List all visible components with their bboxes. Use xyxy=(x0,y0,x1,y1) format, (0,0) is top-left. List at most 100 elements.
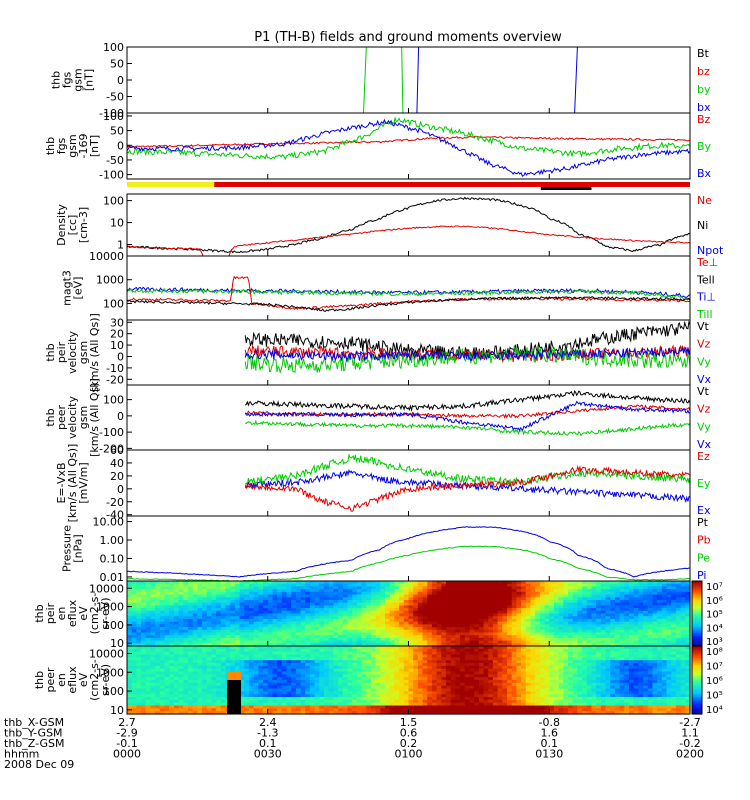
heatmap-cell xyxy=(183,660,189,664)
heatmap-cell xyxy=(403,637,410,642)
heatmap-cell xyxy=(657,627,663,631)
heatmap-cell xyxy=(342,708,349,712)
heatmap-cell xyxy=(572,599,578,604)
heatmap-cell xyxy=(675,581,682,585)
heatmap-cell xyxy=(164,621,170,625)
heatmap-cell xyxy=(403,671,410,675)
heatmap-cell xyxy=(272,591,278,596)
heatmap-cell xyxy=(671,591,677,596)
heatmap-cell xyxy=(469,594,475,598)
heatmap-cell xyxy=(446,597,452,601)
heatmap-cell xyxy=(446,697,452,701)
heatmap-cell xyxy=(258,635,264,639)
heatmap-cell xyxy=(478,581,485,585)
heatmap-cell xyxy=(352,668,358,673)
heatmap-cell xyxy=(342,640,349,644)
heatmap-cell xyxy=(600,637,607,642)
heatmap-cell xyxy=(464,610,471,615)
heatmap-cell xyxy=(314,627,320,631)
heatmap-cell xyxy=(661,602,668,606)
panel-frame xyxy=(126,46,691,114)
heatmap-cell xyxy=(530,643,536,647)
heatmap-cell xyxy=(366,660,372,664)
heatmap-cell xyxy=(187,610,194,615)
heatmap-cell xyxy=(366,629,372,634)
heatmap-cell xyxy=(591,583,597,588)
heatmap-cell xyxy=(568,610,574,615)
heatmap-cell xyxy=(455,599,461,604)
heatmap-cell xyxy=(431,711,438,715)
heatmap-cell xyxy=(436,671,442,675)
heatmap-cell xyxy=(431,627,438,631)
heatmap-cell xyxy=(600,624,607,628)
heatmap-cell xyxy=(164,589,170,593)
heatmap-cell xyxy=(150,613,156,617)
heatmap-cell xyxy=(291,657,297,661)
heatmap-cell xyxy=(530,594,536,598)
heatmap-cell xyxy=(431,708,438,712)
heatmap-cell xyxy=(328,640,335,644)
heatmap-cell xyxy=(638,589,644,593)
heatmap-cell xyxy=(141,665,147,670)
heatmap-cell xyxy=(314,674,320,678)
y-tick-label: 1 xyxy=(117,239,124,252)
heatmap-cell xyxy=(464,627,471,631)
heatmap-cell xyxy=(671,635,677,639)
heatmap-cell xyxy=(464,668,471,673)
heatmap-cell xyxy=(155,708,161,712)
heatmap-cell xyxy=(361,610,367,615)
heatmap-cell xyxy=(394,674,400,678)
heatmap-cell xyxy=(141,702,147,707)
heatmap-cell xyxy=(342,694,349,698)
heatmap-cell xyxy=(431,688,438,692)
heatmap-cell xyxy=(187,635,194,639)
heatmap-cell xyxy=(267,651,274,656)
heatmap-cell xyxy=(291,648,297,653)
heatmap-cell xyxy=(370,632,377,636)
heatmap-cell xyxy=(277,711,283,715)
heatmap-cell xyxy=(403,680,410,684)
heatmap-cell xyxy=(309,621,316,625)
heatmap-cell xyxy=(131,691,137,695)
series-Vy xyxy=(244,345,690,375)
heatmap-cell xyxy=(352,586,358,590)
heatmap-cell xyxy=(169,671,175,675)
heatmap-cell xyxy=(239,581,245,585)
heatmap-cell xyxy=(417,629,424,634)
heatmap-cell xyxy=(324,627,330,631)
heatmap-cell xyxy=(197,621,203,625)
heatmap-cell xyxy=(230,665,236,670)
heatmap-cell xyxy=(441,608,447,612)
heatmap-cell xyxy=(385,680,391,684)
heatmap-cell xyxy=(530,608,536,612)
heatmap-cell xyxy=(324,637,330,642)
heatmap-cell xyxy=(464,654,471,658)
heatmap-cell xyxy=(192,671,198,675)
heatmap-cell xyxy=(356,680,363,684)
heatmap-cell xyxy=(619,610,625,615)
heatmap-cell xyxy=(314,665,320,670)
heatmap-cell xyxy=(220,605,227,609)
heatmap-cell xyxy=(389,657,396,661)
heatmap-cell xyxy=(553,589,560,593)
legend-Vt: Vt xyxy=(697,385,710,398)
heatmap-cell xyxy=(436,602,442,606)
series-Ne xyxy=(127,225,690,256)
heatmap-cell xyxy=(216,605,222,609)
heatmap-cell xyxy=(141,627,147,631)
heatmap-cell xyxy=(417,688,424,692)
heatmap-cell xyxy=(460,635,466,639)
heatmap-cell xyxy=(375,616,381,620)
heatmap-cell xyxy=(169,697,175,701)
heatmap-cell xyxy=(150,640,156,644)
heatmap-cell xyxy=(239,602,245,606)
heatmap-cell xyxy=(352,616,358,620)
heatmap-cell xyxy=(314,610,320,615)
heatmap-cell xyxy=(361,640,367,644)
heatmap-cell xyxy=(352,648,358,653)
heatmap-cell xyxy=(394,648,400,653)
heatmap-cell xyxy=(305,637,311,642)
heatmap-cell xyxy=(342,637,349,642)
heatmap-cell xyxy=(150,597,156,601)
heatmap-cell xyxy=(671,640,677,644)
